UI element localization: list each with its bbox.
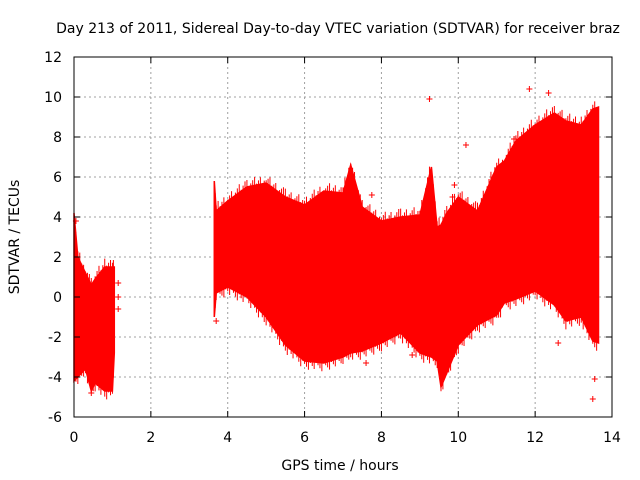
x-tick-label: 10 — [449, 430, 467, 446]
outlier-point — [363, 360, 370, 366]
outlier-point — [409, 352, 416, 358]
x-tick-label: 6 — [300, 430, 309, 446]
outlier-point — [115, 294, 122, 300]
y-tick-label: 6 — [53, 170, 62, 186]
chart-title: Day 213 of 2011, Sidereal Day-to-day VTE… — [56, 21, 620, 37]
y-tick-label: 4 — [53, 210, 62, 226]
x-tick-label: 2 — [146, 430, 155, 446]
y-tick-label: 0 — [53, 290, 62, 306]
outlier-point — [368, 192, 375, 198]
y-tick-label: -2 — [48, 330, 62, 346]
y-tick-label: -4 — [48, 370, 62, 386]
outlier-point — [453, 202, 460, 208]
outlier-point — [462, 142, 469, 148]
outlier-point — [426, 96, 433, 102]
outlier-point — [115, 306, 122, 312]
outlier-point — [88, 390, 95, 396]
data-layer — [72, 86, 600, 402]
outlier-point — [451, 182, 458, 188]
outlier-point — [511, 136, 518, 142]
y-tick-labels: -6 -4 -2 0 2 4 6 8 10 12 — [44, 50, 62, 426]
y-axis-label: SDTVAR / TECUs — [7, 180, 23, 295]
y-tick-label: 8 — [53, 130, 62, 146]
outlier-point — [526, 86, 533, 92]
outlier-point — [115, 280, 122, 286]
outlier-point — [545, 90, 552, 96]
outlier-point — [589, 396, 596, 402]
plot-border — [73, 56, 613, 418]
outlier-point — [449, 194, 456, 200]
x-axis-label: GPS time / hours — [281, 458, 398, 474]
outlier-point — [591, 376, 598, 382]
x-tick-label: 8 — [377, 430, 386, 446]
y-tick-label: 12 — [44, 50, 62, 66]
x-tick-label: 4 — [223, 430, 232, 446]
axis-ticks — [73, 56, 613, 418]
x-tick-label: 14 — [603, 430, 621, 446]
x-tick-labels: 0 2 4 6 8 10 12 14 — [70, 430, 621, 446]
y-tick-label: 10 — [44, 90, 62, 106]
outlier-point — [213, 318, 220, 324]
x-tick-label: 0 — [70, 430, 79, 446]
y-tick-label: -6 — [48, 410, 62, 426]
x-tick-label: 12 — [526, 430, 544, 446]
outlier-point — [555, 340, 562, 346]
y-tick-label: 2 — [53, 250, 62, 266]
